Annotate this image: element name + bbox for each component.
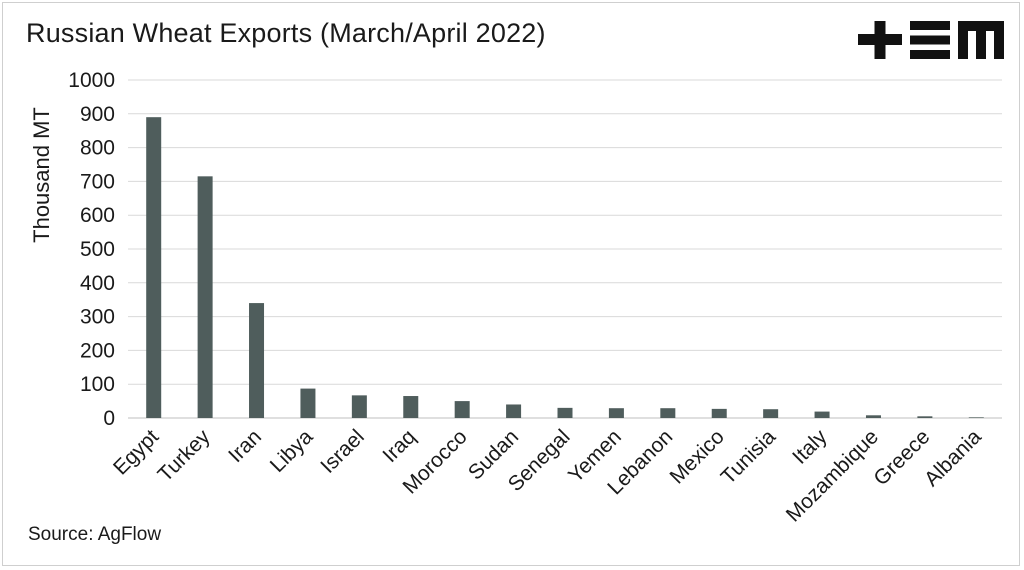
y-tick-label: 400: [80, 272, 115, 295]
bar-morocco: [454, 401, 470, 418]
x-tick-label: Tunisia: [717, 425, 781, 489]
x-tick-label: Mexico: [665, 425, 728, 488]
bar-egypt: [146, 117, 162, 419]
x-tick-label: Iraq: [378, 425, 420, 467]
y-tick-label: 200: [80, 339, 115, 362]
bar-yemen: [608, 408, 624, 418]
x-tick-label: Italy: [788, 425, 832, 469]
y-tick-label: 600: [80, 204, 115, 227]
logo-e-top: [910, 21, 950, 30]
y-tick-label: 1000: [68, 69, 115, 92]
bar-iran: [249, 303, 265, 418]
y-tick-label: 500: [80, 238, 115, 261]
logo-plus-vertical: [874, 21, 886, 59]
bar-lebanon: [660, 408, 676, 418]
y-tick-label: 800: [80, 137, 115, 160]
bar-albania: [968, 417, 984, 418]
logo-e-mid: [910, 35, 950, 45]
logo-m: [958, 21, 1004, 59]
y-tick-label: 700: [80, 170, 115, 193]
x-tick-label: Turkey: [154, 425, 215, 486]
chart-title: Russian Wheat Exports (March/April 2022): [26, 18, 546, 48]
bar-sudan: [506, 404, 522, 418]
bar-italy: [814, 411, 830, 418]
y-tick-label: 100: [80, 373, 115, 396]
bar-senegal: [557, 407, 573, 418]
bar-mexico: [711, 408, 727, 418]
bar-greece: [917, 416, 933, 418]
bar-tunisia: [763, 409, 779, 418]
bar-turkey: [197, 176, 213, 418]
logo-e-bottom: [910, 50, 950, 59]
y-tick-label: 0: [103, 407, 115, 430]
source-note: Source: AgFlow: [28, 524, 162, 545]
y-tick-label: 900: [80, 103, 115, 126]
x-tick-label: Albania: [920, 425, 986, 491]
bar-libya: [300, 388, 316, 418]
y-tick-label: 300: [80, 306, 115, 329]
tem-logo: [858, 21, 1004, 59]
bar-iraq: [403, 396, 419, 418]
x-tick-label: Israel: [316, 425, 369, 478]
y-axis-label: Thousand MT: [29, 107, 54, 243]
bar-mozambique: [865, 415, 881, 418]
bar-israel: [351, 395, 367, 418]
x-tick-label: Libya: [266, 425, 318, 477]
x-tick-label: Iran: [224, 425, 266, 467]
x-tick-label: Mozambique: [782, 425, 883, 526]
